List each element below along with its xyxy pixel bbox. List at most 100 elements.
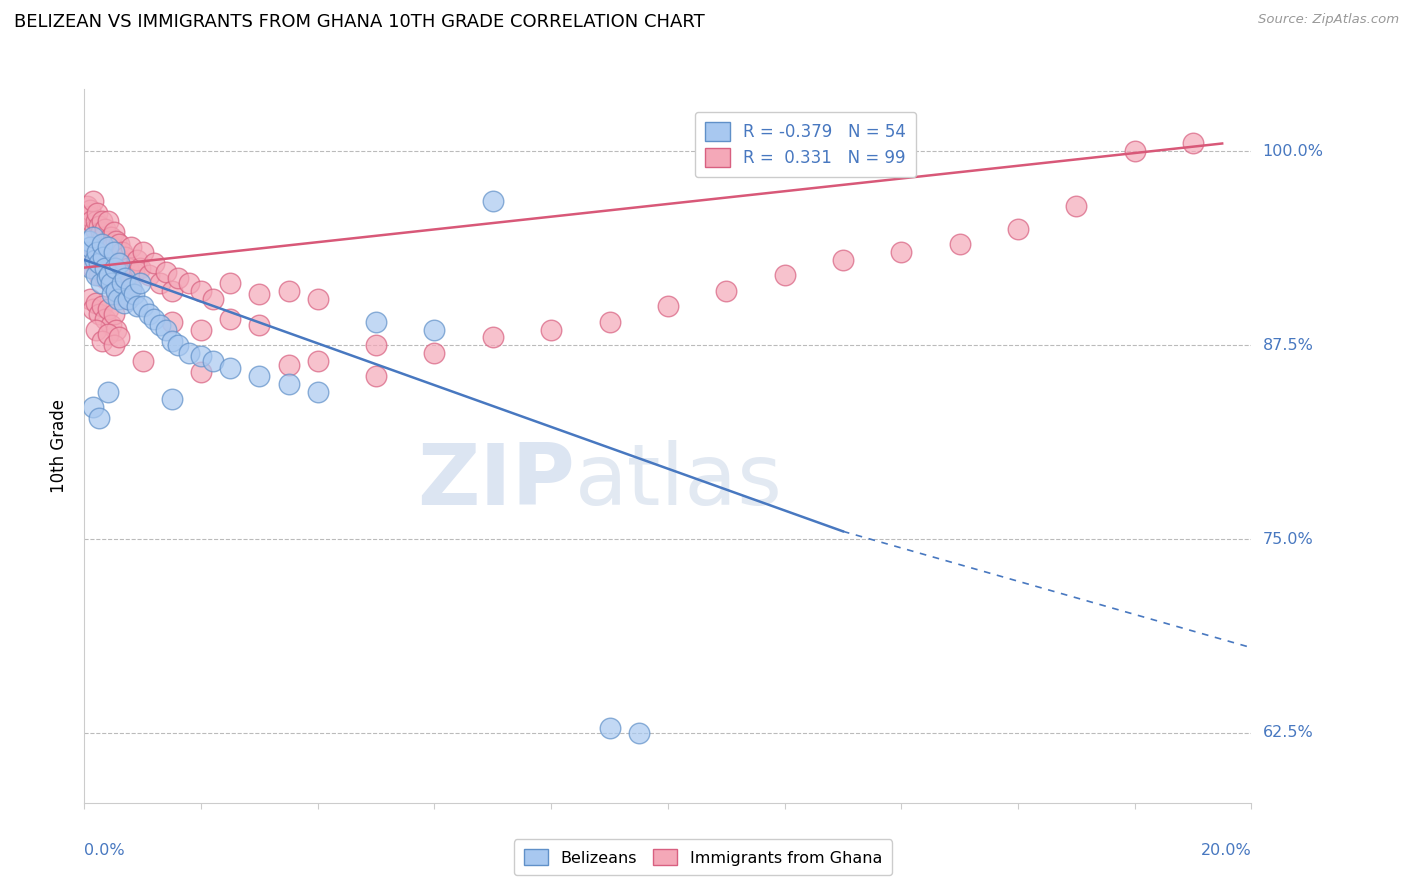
Point [87, 307, 110, 321]
Point [249, 369, 271, 384]
Point [190, 365, 212, 379]
Point [103, 245, 125, 260]
Point [97, 327, 120, 342]
Point [86, 245, 108, 260]
Point [90, 276, 112, 290]
Point [773, 268, 796, 283]
Point [90, 299, 112, 313]
Point [219, 311, 242, 326]
Point [128, 276, 150, 290]
Y-axis label: 10th Grade: 10th Grade [51, 399, 69, 493]
Point [103, 260, 125, 275]
Text: 20.0%: 20.0% [1201, 843, 1251, 858]
Point [105, 323, 128, 337]
Point [97, 237, 120, 252]
Legend: Belizeans, Immigrants from Ghana: Belizeans, Immigrants from Ghana [515, 839, 891, 875]
Point [120, 281, 142, 295]
Point [104, 245, 127, 260]
Point [94, 271, 117, 285]
Point [307, 384, 329, 399]
Point [155, 265, 177, 279]
Point [114, 250, 136, 264]
Point [94, 311, 117, 326]
Point [179, 276, 201, 290]
Point [107, 250, 129, 264]
Point [132, 245, 155, 260]
Point [79, 292, 101, 306]
Point [949, 237, 972, 252]
Point [481, 330, 505, 344]
Point [103, 225, 125, 239]
Point [111, 287, 134, 301]
Point [277, 359, 299, 373]
Point [108, 330, 131, 344]
Point [277, 284, 299, 298]
Point [132, 299, 155, 313]
Point [87, 256, 110, 270]
Point [82, 260, 104, 275]
Point [105, 234, 128, 248]
Point [423, 346, 446, 360]
Point [366, 338, 388, 352]
Point [97, 256, 120, 270]
Point [122, 287, 145, 301]
Point [82, 302, 104, 317]
Point [1181, 136, 1204, 151]
Text: 75.0%: 75.0% [1263, 532, 1313, 547]
Point [105, 284, 128, 298]
Point [82, 401, 104, 415]
Point [307, 353, 329, 368]
Point [160, 284, 183, 298]
Point [219, 361, 242, 376]
Point [160, 334, 183, 348]
Point [97, 214, 120, 228]
Point [84, 296, 107, 310]
Point [97, 384, 120, 399]
Point [100, 229, 122, 244]
Point [599, 315, 621, 329]
Point [657, 299, 679, 313]
Point [100, 276, 122, 290]
Point [366, 369, 388, 384]
Point [90, 237, 112, 252]
Point [80, 214, 103, 228]
Point [143, 311, 166, 326]
Point [277, 376, 299, 391]
Point [1066, 198, 1088, 212]
Point [104, 260, 127, 275]
Point [111, 276, 134, 290]
Point [128, 260, 150, 275]
Point [190, 349, 212, 363]
Point [108, 265, 131, 279]
Point [105, 284, 128, 298]
Point [166, 338, 188, 352]
Point [366, 315, 388, 329]
Text: atlas: atlas [575, 440, 783, 524]
Point [249, 287, 271, 301]
Point [96, 234, 118, 248]
Point [716, 284, 738, 298]
Point [91, 250, 114, 264]
Point [122, 265, 145, 279]
Point [423, 323, 446, 337]
Point [108, 256, 131, 270]
Point [100, 318, 122, 332]
Text: BELIZEAN VS IMMIGRANTS FROM GHANA 10TH GRADE CORRELATION CHART: BELIZEAN VS IMMIGRANTS FROM GHANA 10TH G… [14, 13, 704, 31]
Point [120, 281, 142, 295]
Point [84, 245, 107, 260]
Point [83, 222, 105, 236]
Point [190, 323, 212, 337]
Point [90, 214, 112, 228]
Point [94, 260, 117, 275]
Point [166, 271, 188, 285]
Point [84, 323, 107, 337]
Text: 100.0%: 100.0% [1263, 144, 1323, 159]
Point [125, 252, 148, 267]
Point [76, 245, 98, 260]
Point [79, 240, 101, 254]
Point [117, 292, 139, 306]
Point [201, 353, 224, 368]
Point [249, 318, 271, 332]
Point [79, 252, 101, 267]
Point [82, 194, 104, 208]
